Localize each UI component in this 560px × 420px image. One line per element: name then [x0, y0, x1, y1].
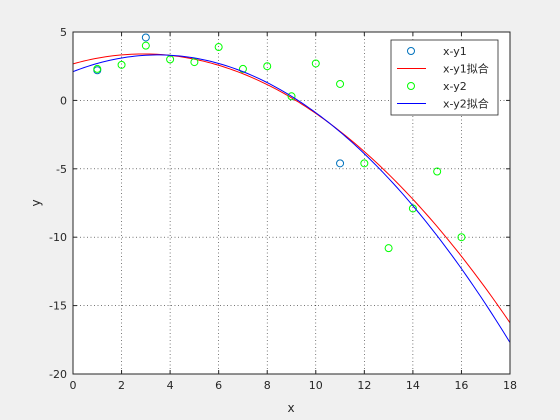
data-point — [238, 64, 247, 73]
y-tick-label: -20 — [49, 368, 67, 381]
x-tick-label: 18 — [503, 379, 517, 392]
x-tick-label: 14 — [406, 379, 420, 392]
data-point — [457, 233, 466, 242]
data-point — [214, 43, 223, 52]
x-tick-labels: 0 2 4 6 8 10 12 14 16 18 — [70, 379, 518, 392]
legend-marker-swatch — [407, 47, 415, 55]
x-tick-label: 8 — [264, 379, 271, 392]
legend-entry-label: x-y2拟合 — [443, 97, 489, 111]
data-point — [93, 64, 102, 73]
fit-line — [73, 53, 510, 324]
data-point — [117, 60, 126, 69]
legend: x-y1 x-y1拟合 x-y2 x-y2拟合 — [390, 39, 499, 116]
y-tick-labels: 5 0 -5 -10 -15 -20 — [49, 26, 67, 381]
x-tick-label: 6 — [215, 379, 222, 392]
legend-entry-label: x-y1 — [443, 45, 467, 58]
data-point — [360, 159, 369, 168]
legend-entry-label: x-y1拟合 — [443, 62, 489, 76]
x-tick-label: 4 — [167, 379, 174, 392]
x-tick-label: 12 — [357, 379, 371, 392]
x-tick-label: 0 — [70, 379, 77, 392]
data-point — [141, 41, 150, 50]
legend-box — [390, 39, 499, 116]
legend-marker-swatch — [407, 82, 415, 90]
y-tick-label: -15 — [49, 300, 67, 313]
legend-entry-label: x-y2 — [443, 80, 467, 93]
data-point — [287, 92, 296, 101]
data-point — [263, 62, 272, 71]
series-2 — [93, 41, 466, 253]
axes-box — [72, 31, 511, 375]
data-point — [311, 59, 320, 68]
data-point — [190, 58, 199, 67]
y-tick-label: 5 — [60, 26, 67, 39]
x-tick-label: 16 — [454, 379, 468, 392]
series-3 — [73, 54, 510, 343]
data-point — [166, 55, 175, 64]
series-1 — [73, 53, 510, 324]
fit-line — [73, 54, 510, 343]
x-tick-label: 10 — [309, 379, 323, 392]
y-tick-label: 0 — [60, 94, 67, 107]
x-tick-label: 2 — [118, 379, 125, 392]
data-point — [336, 159, 345, 168]
data-point — [336, 79, 345, 88]
x-axis-label: x — [287, 401, 294, 415]
data-point — [141, 33, 150, 42]
data-point — [433, 167, 442, 176]
y-axis-label: y — [29, 199, 43, 206]
series-layer — [73, 33, 510, 343]
y-tick-label: -5 — [56, 163, 67, 176]
tick-marks — [72, 31, 511, 375]
y-tick-label: -10 — [49, 231, 67, 244]
data-point — [384, 244, 393, 253]
